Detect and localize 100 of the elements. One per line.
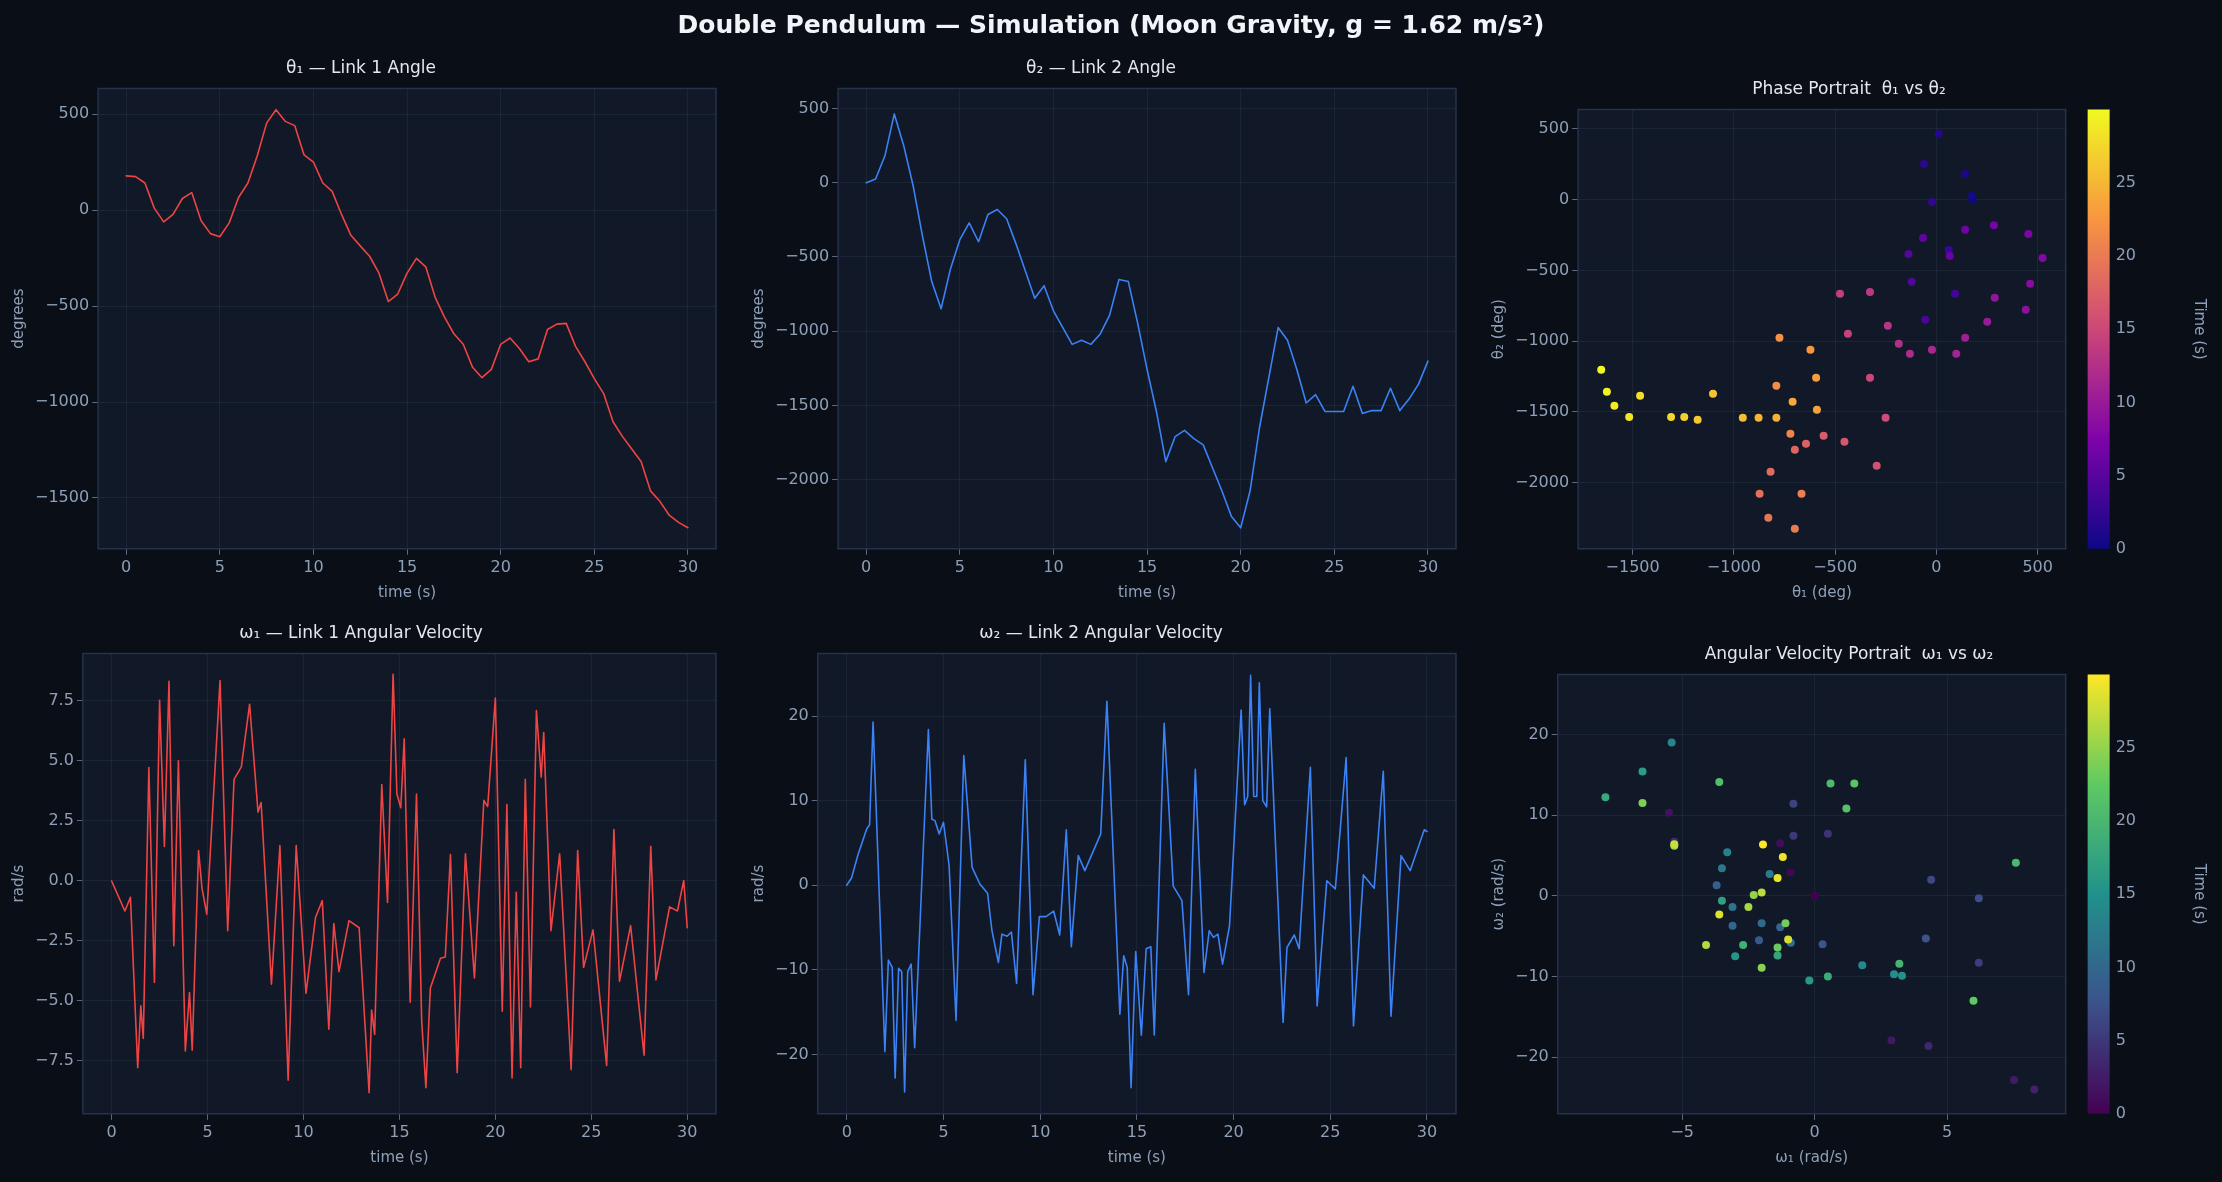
y-tick-label: −1000 (775, 320, 830, 340)
color-bar-label: 15 (2115, 883, 2136, 903)
x-tick-label: −1500 (1605, 556, 1660, 576)
x-tick-label: 15 (1126, 1121, 1148, 1141)
x-tick-label: 10 (303, 556, 324, 576)
color-bar-label: 25 (2115, 736, 2136, 756)
x-tick-label: −500 (1813, 556, 1858, 576)
y-tick-label: −500 (1525, 259, 1570, 279)
text: Double Pendulum — Simulation (Moon Gravity, g = 1.62 m/s²) (676, 10, 1546, 39)
x-tick-label: 25 (1320, 1121, 1341, 1141)
y-axis-title: rad/s (8, 864, 27, 903)
x-tick-label: 5 (938, 1121, 949, 1141)
chart-title: Angular Velocity Portrait ω₁ vs ω₂ (1704, 642, 1994, 663)
x-tick-label: 25 (581, 1121, 602, 1141)
y-tick-label: 0 (1558, 188, 1570, 208)
y-tick-label: −1000 (1515, 330, 1570, 350)
x-axis-title: θ₁ (deg) (1791, 582, 1852, 601)
x-tick-label: 20 (1223, 1121, 1244, 1141)
y-axis-title: ω₂ (rad/s) (1488, 857, 1507, 931)
y-tick-label: −1000 (35, 391, 90, 411)
y-tick-label: 500 (1538, 117, 1570, 137)
x-tick-label: 0 (106, 1121, 117, 1141)
x-tick-label: 30 (1417, 556, 1439, 576)
color-bar-label: 20 (2115, 245, 2136, 265)
y-axis-title: degrees (748, 288, 767, 349)
x-tick-label: 30 (1416, 1121, 1438, 1141)
y-tick-label: −1500 (1515, 401, 1570, 421)
y-tick-label: −5.0 (34, 990, 74, 1010)
color-bar-label: 5 (2115, 1029, 2126, 1049)
color-bar-label: 10 (2115, 391, 2136, 411)
y-tick-label: −20 (775, 1043, 809, 1063)
y-tick-label: −10 (1515, 965, 1549, 985)
x-tick-label: −1000 (1706, 556, 1761, 576)
y-tick-label: −500 (45, 295, 90, 315)
color-bar-title: Time (s) (2191, 297, 2210, 360)
x-tick-label: −5 (1670, 1121, 1695, 1141)
chart-title: θ₂ — Link 2 Angle (1026, 56, 1176, 77)
x-axis-title: time (s) (370, 1147, 429, 1166)
x-tick-label: 0 (1809, 1121, 1820, 1141)
y-tick-label: −2000 (775, 468, 830, 488)
y-tick-label: −1500 (775, 394, 830, 414)
y-tick-label: 10 (1528, 804, 1549, 824)
x-tick-label: 0 (861, 556, 872, 576)
x-tick-label: 0 (1931, 556, 1942, 576)
x-axis-title: ω₁ (rad/s) (1775, 1147, 1849, 1166)
color-bar-label: 25 (2115, 171, 2136, 191)
x-tick-label: 15 (389, 1121, 410, 1141)
x-tick-label: 25 (584, 556, 605, 576)
y-tick-label: −20 (1515, 1046, 1549, 1066)
x-tick-label: 20 (1230, 556, 1251, 576)
y-tick-label: −500 (785, 246, 830, 266)
y-axis-title: degrees (8, 288, 27, 349)
x-tick-label: 25 (1324, 556, 1345, 576)
x-tick-label: 5 (954, 556, 965, 576)
x-axis-title: time (s) (377, 582, 437, 601)
x-tick-label: 10 (1043, 556, 1064, 576)
color-bar-label: 0 (2115, 1102, 2126, 1122)
y-tick-label: 2.5 (48, 810, 74, 830)
y-tick-label: −2.5 (34, 930, 74, 950)
y-tick-label: 7.5 (48, 690, 74, 710)
color-bar-label: 15 (2115, 318, 2136, 338)
y-tick-label: 0 (1538, 884, 1549, 904)
y-tick-label: −10 (775, 959, 809, 979)
color-bar-title: Time (s) (2191, 862, 2210, 925)
y-tick-label: 0.0 (48, 870, 74, 890)
x-tick-label: 20 (490, 556, 511, 576)
x-axis-title: time (s) (1107, 1147, 1166, 1166)
x-tick-label: 0 (121, 556, 132, 576)
chart-title: Phase Portrait θ₁ vs θ₂ (1752, 77, 1946, 98)
x-tick-label: 15 (396, 556, 418, 576)
color-bar-label: 5 (2115, 464, 2126, 484)
y-tick-label: 500 (798, 97, 830, 117)
y-axis-title: θ₂ (deg) (1488, 299, 1507, 360)
y-tick-label: 0 (78, 199, 90, 219)
color-bar-label: 10 (2115, 956, 2136, 976)
chart-title: ω₁ — Link 1 Angular Velocity (239, 621, 483, 642)
x-tick-label: 30 (677, 1121, 698, 1141)
x-tick-label: 10 (1030, 1121, 1051, 1141)
x-tick-label: 5 (202, 1121, 213, 1141)
y-tick-label: −7.5 (34, 1050, 74, 1070)
x-tick-label: 0 (841, 1121, 852, 1141)
y-tick-label: 0 (798, 874, 809, 894)
x-tick-label: 500 (2022, 556, 2053, 576)
chart-title: θ₁ — Link 1 Angle (286, 56, 436, 77)
x-tick-label: 10 (293, 1121, 314, 1141)
color-bar-label: 20 (2115, 810, 2136, 830)
y-tick-label: 0 (818, 171, 830, 191)
x-tick-label: 20 (485, 1121, 506, 1141)
y-tick-label: 20 (1528, 723, 1549, 743)
chart-title: ω₂ — Link 2 Angular Velocity (979, 621, 1223, 642)
y-tick-label: 20 (788, 705, 809, 725)
y-tick-label: 10 (788, 789, 809, 809)
y-axis-title: rad/s (748, 864, 767, 903)
y-tick-label: 5.0 (48, 750, 74, 770)
x-tick-label: 5 (1941, 1121, 1953, 1141)
y-tick-label: −1500 (35, 487, 90, 507)
y-tick-label: 500 (58, 103, 90, 123)
x-tick-label: 15 (1136, 556, 1158, 576)
x-tick-label: 5 (214, 556, 225, 576)
x-axis-title: time (s) (1117, 582, 1177, 601)
